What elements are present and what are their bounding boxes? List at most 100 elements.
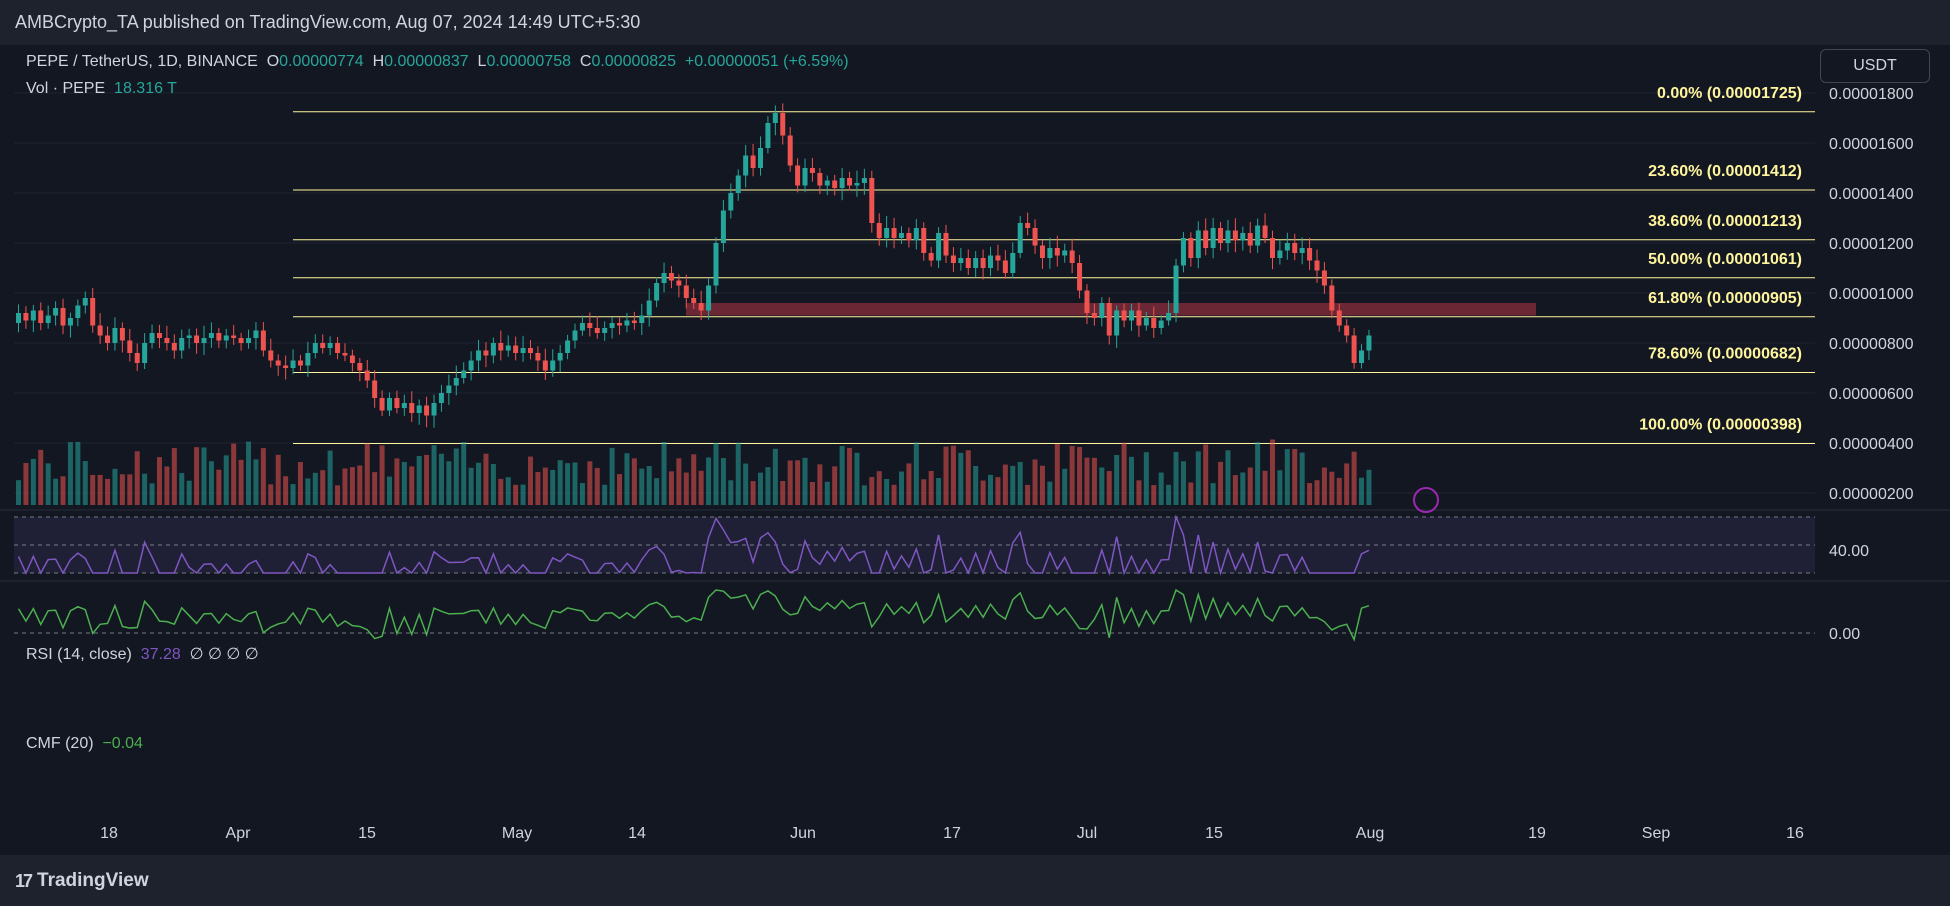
time-axis-label: 15: [1205, 825, 1223, 842]
volume-value: 18.316 T: [114, 80, 177, 97]
volume-bar: [1344, 463, 1350, 505]
candle-body: [201, 338, 207, 343]
volume-label[interactable]: Vol · PEPE: [26, 80, 106, 97]
volume-bar: [253, 459, 259, 505]
candle-body: [505, 345, 511, 351]
rsi-label[interactable]: RSI (14, close): [26, 646, 132, 663]
candle-body: [1114, 310, 1120, 336]
rsi-legend: RSI (14, close) 37.28 ∅ ∅ ∅ ∅: [26, 644, 259, 664]
candle-body: [416, 405, 422, 413]
candle-body: [683, 285, 689, 298]
candle-body: [446, 385, 452, 393]
candle-body: [1025, 223, 1031, 228]
volume-legend: Vol · PEPE 18.316 T: [26, 80, 177, 98]
volume-bar: [505, 477, 511, 505]
candle-body: [186, 335, 192, 338]
time-axis-label: 15: [358, 825, 376, 842]
candle-body: [787, 135, 793, 166]
fib-level-label: 38.60% (0.00001213): [1648, 213, 1802, 230]
volume-bar: [1336, 477, 1342, 505]
volume-bar: [476, 462, 482, 505]
candle-body: [1151, 318, 1157, 328]
time-axis-label: Jul: [1077, 825, 1097, 842]
candle-body: [253, 330, 259, 338]
price-axis-label: 0.00001200: [1829, 236, 1914, 253]
time-axis-label: 19: [1528, 825, 1546, 842]
time-axis-label: 14: [628, 825, 646, 842]
candle-body: [513, 345, 519, 353]
candle-body: [1321, 270, 1327, 286]
tradingview-logo[interactable]: 17 TradingView: [15, 870, 149, 892]
volume-bar: [1195, 451, 1201, 505]
candle-body: [1121, 310, 1127, 321]
cmf-label[interactable]: CMF (20): [26, 735, 94, 752]
candle-body: [1084, 290, 1090, 313]
candle-body: [639, 315, 645, 323]
candle-body: [67, 318, 73, 326]
volume-bar: [1269, 439, 1275, 505]
time-axis-label: Aug: [1356, 825, 1384, 842]
volume-bar: [988, 474, 994, 505]
candle-body: [654, 283, 660, 301]
volume-bar: [105, 478, 111, 505]
candle-body: [453, 378, 459, 386]
volume-bar: [854, 452, 860, 505]
volume-bar: [1047, 481, 1053, 505]
volume-bar: [142, 473, 148, 505]
volume-bar: [958, 452, 964, 505]
price-chart[interactable]: 0.00001800 0.00001600 0.00001400 0.00001200…: [0, 45, 1950, 855]
volume-bar: [1039, 465, 1045, 505]
volume-bar: [1158, 472, 1164, 505]
volume-bar: [668, 471, 674, 505]
candle-body: [861, 178, 867, 183]
candle-body: [364, 370, 370, 381]
candle-body: [965, 258, 971, 268]
candle-body: [1158, 320, 1164, 328]
volume-bar: [260, 448, 266, 505]
candle-body: [142, 343, 148, 363]
volume-bar: [490, 463, 496, 505]
volume-bar: [1151, 485, 1157, 505]
candle-body: [958, 258, 964, 263]
symbol-title[interactable]: PEPE / TetherUS, 1D, BINANCE: [26, 53, 258, 70]
candle-body: [30, 310, 36, 321]
volume-bar: [349, 467, 355, 505]
candle-body: [194, 335, 200, 343]
volume-bar: [639, 468, 645, 505]
volume-bar: [839, 446, 845, 505]
price-axis-label: 0.00001800: [1829, 86, 1914, 103]
volume-bar: [1329, 471, 1335, 505]
currency-button[interactable]: USDT: [1820, 49, 1930, 83]
volume-bar: [1129, 456, 1134, 505]
candle-body: [305, 353, 311, 366]
candle-body: [179, 338, 185, 351]
candle-body: [1255, 225, 1261, 246]
chart-panel[interactable]: 0.00001800 0.00001600 0.00001400 0.00001200…: [0, 45, 1950, 855]
candle-body: [876, 223, 882, 238]
price-axis-label: 0.00000400: [1829, 436, 1914, 453]
candle-body: [1314, 260, 1320, 271]
candle-body: [980, 258, 986, 268]
candle-body: [1307, 248, 1313, 261]
candle-body: [646, 300, 652, 316]
candle-body: [631, 320, 637, 323]
volume-bar: [1210, 483, 1216, 505]
candle-body: [1218, 228, 1224, 243]
candle-body: [565, 340, 571, 353]
candle-body: [127, 340, 133, 353]
volume-bar: [1314, 480, 1320, 505]
volume-bar: [980, 480, 986, 505]
candle-body: [1277, 250, 1283, 258]
volume-bar: [1173, 451, 1179, 505]
volume-bar: [1255, 442, 1261, 505]
volume-bar: [565, 463, 571, 505]
candle-body: [572, 330, 578, 341]
candle-body: [1299, 248, 1305, 253]
volume-bar: [654, 478, 660, 505]
candle-body: [772, 113, 778, 123]
volume-bar: [1077, 447, 1083, 505]
candle-body: [898, 233, 904, 238]
candle-body: [297, 360, 303, 366]
volume-bar: [238, 459, 244, 505]
candle-body: [105, 335, 111, 343]
